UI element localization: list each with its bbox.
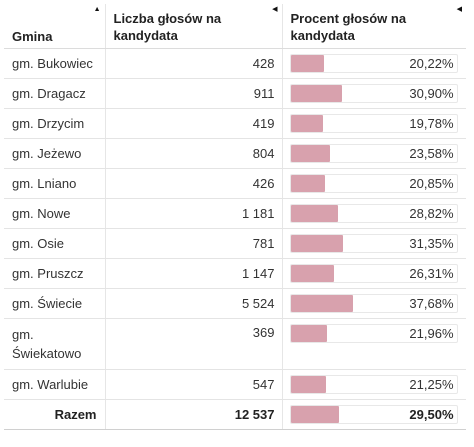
- sort-left-icon[interactable]: ◀: [272, 6, 278, 13]
- cell-procent: 26,31%: [282, 258, 466, 289]
- percent-value: 30,90%: [409, 86, 454, 101]
- percent-bar-fill: [290, 115, 324, 132]
- cell-liczba: 547: [105, 369, 283, 400]
- percent-bar: 21,25%: [289, 375, 458, 394]
- cell-liczba: 426: [105, 168, 283, 199]
- percent-value: 20,22%: [409, 56, 454, 71]
- percent-value: 31,35%: [409, 236, 454, 251]
- percent-bar-fill: [290, 55, 325, 72]
- cell-gmina: gm. Dragacz: [4, 78, 106, 109]
- percent-value: 28,82%: [409, 206, 454, 221]
- percent-value: 21,25%: [409, 377, 454, 392]
- table-row: gm. Lniano 426 20,85%: [4, 168, 466, 199]
- percent-bar: 37,68%: [289, 294, 458, 313]
- cell-gmina: gm. Warlubie: [4, 369, 106, 400]
- header-gmina-label: Gmina: [12, 29, 53, 44]
- percent-bar-fill: [290, 85, 342, 102]
- percent-bar: 30,90%: [289, 84, 458, 103]
- total-procent: 29,50%: [282, 399, 466, 430]
- percent-value: 37,68%: [409, 296, 454, 311]
- cell-procent: 19,78%: [282, 108, 466, 139]
- percent-bar-fill: [290, 175, 326, 192]
- results-table-container: Gmina ▲ Liczba głosów na kandydata ◀ Pro…: [4, 4, 466, 430]
- table-row: gm. Dragacz 911 30,90%: [4, 78, 466, 109]
- sort-up-icon[interactable]: ▲: [93, 6, 101, 13]
- cell-procent: 37,68%: [282, 288, 466, 319]
- cell-procent: 31,35%: [282, 228, 466, 259]
- total-row: Razem 12 537 29,50%: [4, 399, 466, 430]
- cell-liczba: 428: [105, 48, 283, 79]
- percent-bar: 31,35%: [289, 234, 458, 253]
- percent-bar-fill: [290, 406, 340, 423]
- percent-bar: 21,96%: [289, 324, 458, 343]
- cell-procent: 28,82%: [282, 198, 466, 229]
- cell-gmina: gm. Pruszcz: [4, 258, 106, 289]
- header-liczba-label: Liczba głosów na kandydata: [113, 11, 222, 43]
- cell-liczba: 781: [105, 228, 283, 259]
- table-row: gm. Bukowiec 428 20,22%: [4, 48, 466, 79]
- cell-liczba: 369: [105, 318, 283, 370]
- table-row: gm. Jeżewo 804 23,58%: [4, 138, 466, 169]
- cell-procent: 20,85%: [282, 168, 466, 199]
- percent-bar-fill: [290, 205, 339, 222]
- percent-bar: 26,31%: [289, 264, 458, 283]
- table-row: gm. Warlubie 547 21,25%: [4, 369, 466, 400]
- cell-liczba: 1 147: [105, 258, 283, 289]
- percent-bar-fill: [290, 376, 326, 393]
- percent-bar-fill: [290, 235, 343, 252]
- table-header-row: Gmina ▲ Liczba głosów na kandydata ◀ Pro…: [4, 4, 466, 49]
- percent-bar-fill: [290, 145, 330, 162]
- header-gmina[interactable]: Gmina ▲: [4, 4, 106, 49]
- percent-bar: 20,22%: [289, 54, 458, 73]
- header-procent-label: Procent głosów na kandydata: [290, 11, 407, 43]
- table-row: gm. Drzycim 419 19,78%: [4, 108, 466, 139]
- percent-bar-fill: [290, 265, 335, 282]
- sort-left-icon[interactable]: ◀: [456, 6, 462, 13]
- percent-value: 26,31%: [409, 266, 454, 281]
- percent-bar-fill: [290, 325, 327, 342]
- cell-gmina: gm. Świecie: [4, 288, 106, 319]
- total-label: Razem: [4, 399, 106, 430]
- cell-gmina: gm. Lniano: [4, 168, 106, 199]
- cell-procent: 20,22%: [282, 48, 466, 79]
- cell-liczba: 804: [105, 138, 283, 169]
- table-row: gm. Nowe 1 181 28,82%: [4, 198, 466, 229]
- cell-procent: 23,58%: [282, 138, 466, 169]
- percent-bar: 29,50%: [289, 405, 458, 424]
- percent-value: 21,96%: [409, 326, 454, 341]
- results-table: Gmina ▲ Liczba głosów na kandydata ◀ Pro…: [4, 4, 466, 430]
- cell-gmina: gm. Świekatowo: [4, 318, 106, 370]
- header-liczba[interactable]: Liczba głosów na kandydata ◀: [105, 4, 283, 49]
- cell-gmina: gm. Jeżewo: [4, 138, 106, 169]
- percent-bar: 19,78%: [289, 114, 458, 133]
- cell-liczba: 419: [105, 108, 283, 139]
- cell-gmina: gm. Drzycim: [4, 108, 106, 139]
- cell-procent: 30,90%: [282, 78, 466, 109]
- table-row: gm. Osie 781 31,35%: [4, 228, 466, 259]
- cell-gmina: gm. Osie: [4, 228, 106, 259]
- cell-gmina: gm. Nowe: [4, 198, 106, 229]
- percent-bar: 20,85%: [289, 174, 458, 193]
- percent-value: 23,58%: [409, 146, 454, 161]
- cell-liczba: 911: [105, 78, 283, 109]
- percent-value: 29,50%: [409, 407, 454, 422]
- table-row: gm. Pruszcz 1 147 26,31%: [4, 258, 466, 289]
- table-row: gm. Świekatowo 369 21,96%: [4, 318, 466, 370]
- total-liczba: 12 537: [105, 399, 283, 430]
- cell-procent: 21,25%: [282, 369, 466, 400]
- percent-bar: 28,82%: [289, 204, 458, 223]
- percent-value: 19,78%: [409, 116, 454, 131]
- cell-liczba: 5 524: [105, 288, 283, 319]
- table-row: gm. Świecie 5 524 37,68%: [4, 288, 466, 319]
- percent-value: 20,85%: [409, 176, 454, 191]
- header-procent[interactable]: Procent głosów na kandydata ◀: [282, 4, 466, 49]
- percent-bar: 23,58%: [289, 144, 458, 163]
- cell-procent: 21,96%: [282, 318, 466, 370]
- cell-liczba: 1 181: [105, 198, 283, 229]
- cell-gmina: gm. Bukowiec: [4, 48, 106, 79]
- percent-bar-fill: [290, 295, 354, 312]
